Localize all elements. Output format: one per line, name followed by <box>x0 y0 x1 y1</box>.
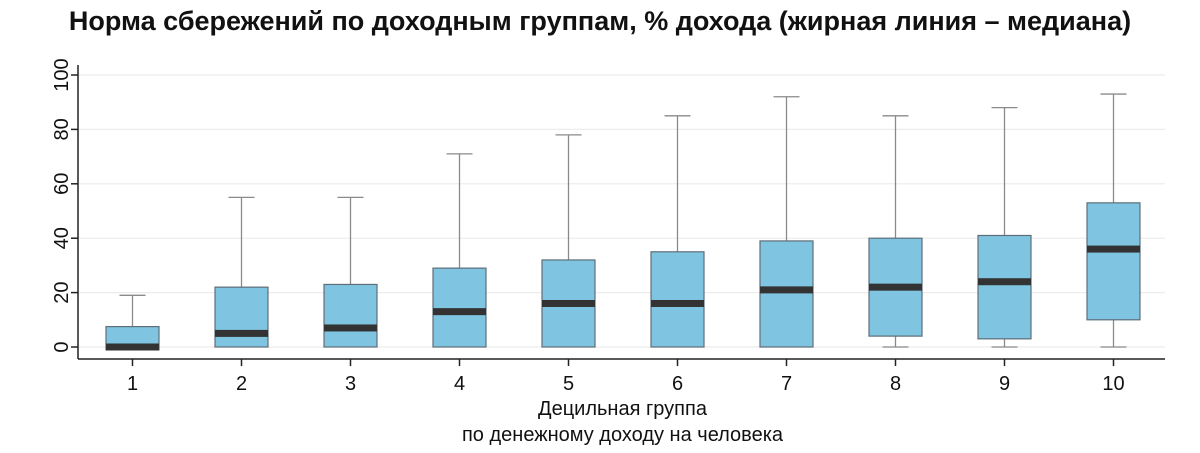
box-group-9 <box>977 106 1032 348</box>
median-line-9 <box>978 278 1031 286</box>
y-tick-label-0: 0 <box>51 341 73 352</box>
box-9 <box>977 234 1032 340</box>
x-tick-label-8: 8 <box>890 373 901 395</box>
box-4 <box>432 267 487 348</box>
box-group-8 <box>868 115 923 348</box>
box-group-1 <box>105 294 160 351</box>
x-tick-label-10: 10 <box>1102 373 1124 395</box>
box-group-4 <box>432 153 487 348</box>
x-tick-label-3: 3 <box>345 373 356 395</box>
axes <box>71 65 1165 366</box>
box-7 <box>759 240 814 348</box>
y-tick-label-80: 80 <box>51 118 73 140</box>
x-tick-label-4: 4 <box>454 373 465 395</box>
box-10 <box>1086 202 1141 321</box>
box-group-3 <box>323 196 378 348</box>
box-series <box>105 93 1141 351</box>
median-line-2 <box>215 329 268 337</box>
box-2 <box>214 286 269 348</box>
median-line-8 <box>869 283 922 291</box>
box-group-7 <box>759 96 814 348</box>
median-line-10 <box>1087 245 1140 253</box>
tick-labels: 0 20 40 60 80 100 1 2 3 4 5 6 7 8 9 10 <box>51 58 1125 395</box>
y-tick-label-60: 60 <box>51 173 73 195</box>
box-group-10 <box>1086 93 1141 348</box>
x-tick-label-2: 2 <box>236 373 247 395</box>
box-group-6 <box>650 115 705 348</box>
x-tick-label-6: 6 <box>672 373 683 395</box>
chart-title: Норма сбережений по доходным группам, % … <box>68 6 1132 36</box>
x-tick-label-9: 9 <box>999 373 1010 395</box>
y-tick-label-100: 100 <box>51 58 73 91</box>
median-line-6 <box>651 299 704 307</box>
median-line-5 <box>542 299 595 307</box>
x-tick-label-5: 5 <box>563 373 574 395</box>
x-axis-label-line2: по денежному доходу на человека <box>461 424 784 446</box>
median-line-4 <box>433 308 486 316</box>
y-tick-label-40: 40 <box>51 227 73 249</box>
x-axis-label: Децильная группа <box>538 398 707 420</box>
x-tick-label-7: 7 <box>781 373 792 395</box>
box-6 <box>650 251 705 348</box>
median-line-7 <box>760 286 813 294</box>
box-3 <box>323 283 378 348</box>
median-line-3 <box>324 324 377 332</box>
y-tick-label-20: 20 <box>51 281 73 303</box>
box-group-5 <box>541 134 596 348</box>
x-tick-label-1: 1 <box>127 373 138 395</box>
median-line-1 <box>106 343 159 351</box>
box-group-2 <box>214 196 269 348</box>
